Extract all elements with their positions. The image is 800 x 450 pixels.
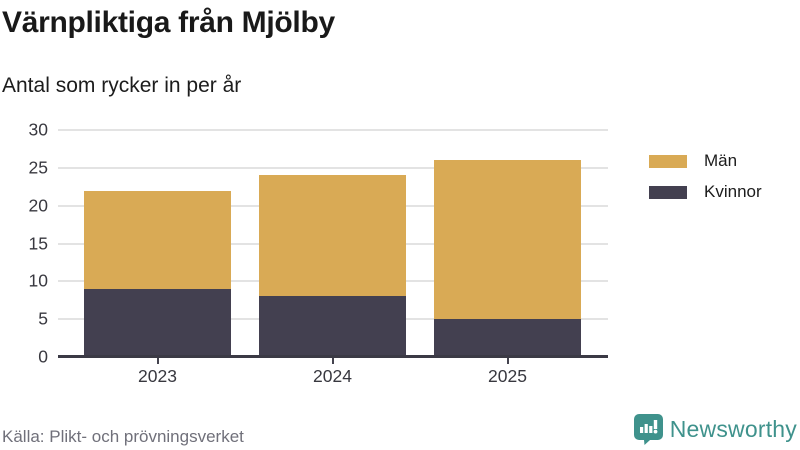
x-tick-2024 [331, 358, 334, 364]
bar-segment-kvinnor-2023 [84, 288, 231, 357]
legend-label-kvinnor: Kvinnor [704, 182, 762, 201]
chart-title: Värnpliktiga från Mjölby [2, 6, 335, 39]
bar-segment-män-2023 [84, 190, 231, 289]
bar-2025 [434, 130, 581, 357]
x-tick-label-2024: 2024 [313, 366, 352, 386]
bar-chart-speech-bubble-icon [633, 414, 663, 445]
plot-area [58, 129, 608, 358]
x-axis-ticks [58, 358, 608, 366]
x-tick-2023 [156, 358, 159, 364]
y-tick-label-20: 20 [28, 195, 48, 216]
x-tick-label-2023: 2023 [138, 366, 177, 386]
legend: Män Kvinnor [649, 151, 762, 213]
bar-2023 [84, 130, 231, 357]
legend-item-kvinnor: Kvinnor [649, 182, 762, 202]
newsworthy-wordmark: Newsworthy [669, 416, 797, 442]
y-tick-label-0: 0 [38, 346, 48, 367]
bar-segment-kvinnor-2025 [434, 319, 581, 357]
newsworthy-logo: Newsworthy [633, 414, 797, 445]
y-tick-label-30: 30 [28, 119, 48, 140]
bar-2024 [259, 130, 406, 357]
x-tick-label-2025: 2025 [488, 366, 527, 386]
y-axis-labels: 0 5 10 15 20 25 30 [0, 120, 48, 367]
legend-item-män: Män [649, 151, 762, 171]
bar-segment-män-2025 [434, 160, 581, 320]
legend-swatch-män [649, 154, 687, 168]
bar-segment-kvinnor-2024 [259, 296, 406, 357]
x-axis-labels: 2023 2024 2025 [58, 366, 608, 390]
gridline-30 [58, 129, 608, 131]
x-axis-line [58, 355, 608, 358]
legend-label-män: Män [704, 151, 738, 170]
y-tick-label-5: 5 [38, 308, 48, 329]
source-note: Källa: Plikt- och prövningsverket [2, 427, 244, 446]
x-tick-2025 [506, 358, 509, 364]
chart-subtitle: Antal som rycker in per år [2, 74, 242, 97]
legend-swatch-kvinnor [649, 185, 687, 199]
y-tick-label-25: 25 [28, 157, 48, 178]
gridline-25 [58, 166, 608, 169]
bar-segment-män-2024 [259, 175, 406, 297]
y-tick-label-10: 10 [28, 270, 48, 291]
y-tick-label-15: 15 [28, 233, 48, 253]
